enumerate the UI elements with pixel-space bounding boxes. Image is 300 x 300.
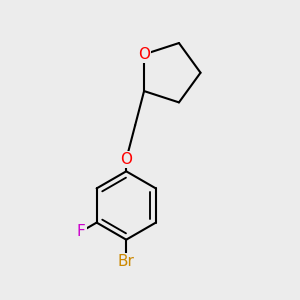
Text: F: F bbox=[77, 224, 85, 239]
Text: O: O bbox=[138, 47, 150, 62]
Text: O: O bbox=[120, 152, 132, 167]
Text: Br: Br bbox=[118, 254, 135, 269]
